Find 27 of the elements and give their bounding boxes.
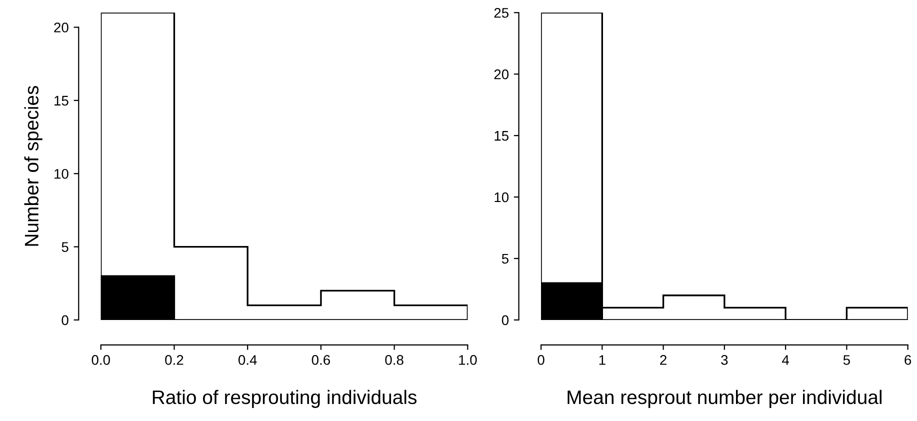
- y-tick-label: 20: [494, 69, 509, 80]
- x-tick-label: 1.0: [459, 355, 477, 365]
- y-axis-title: Number of species: [24, 86, 42, 246]
- x-tick-label: 0.2: [165, 355, 184, 365]
- y-tick-label: 0: [62, 315, 68, 326]
- y-tick-label: 15: [54, 96, 68, 106]
- y-tick-label: 10: [494, 192, 509, 202]
- x-tick-label: 0.8: [385, 355, 404, 365]
- y-tick-label: 0: [502, 315, 509, 326]
- y-tick-label: 20: [54, 22, 68, 32]
- x-tick-label: 5: [843, 355, 850, 365]
- x-tick-label: 6: [904, 355, 912, 365]
- y-tick-label: 15: [494, 131, 509, 141]
- x-tick-label: 0.6: [312, 355, 330, 365]
- y-tick-label: 5: [62, 242, 68, 252]
- x-axis-title: Ratio of resprouting individuals: [152, 390, 417, 408]
- y-tick-label: 10: [54, 168, 68, 179]
- x-tick-label: 1: [599, 355, 606, 365]
- x-tick-label: 0.4: [238, 355, 257, 365]
- y-tick-label: 5: [502, 254, 509, 264]
- x-tick-label: 4: [782, 355, 790, 365]
- x-tick-label: 2: [660, 355, 666, 365]
- x-tick-label: 3: [721, 355, 728, 365]
- x-tick-label: 0: [538, 355, 544, 365]
- x-tick-label: 0.0: [92, 355, 110, 365]
- y-tick-label: 25: [494, 8, 509, 18]
- x-axis-title: Mean resprout number per individual: [568, 390, 882, 408]
